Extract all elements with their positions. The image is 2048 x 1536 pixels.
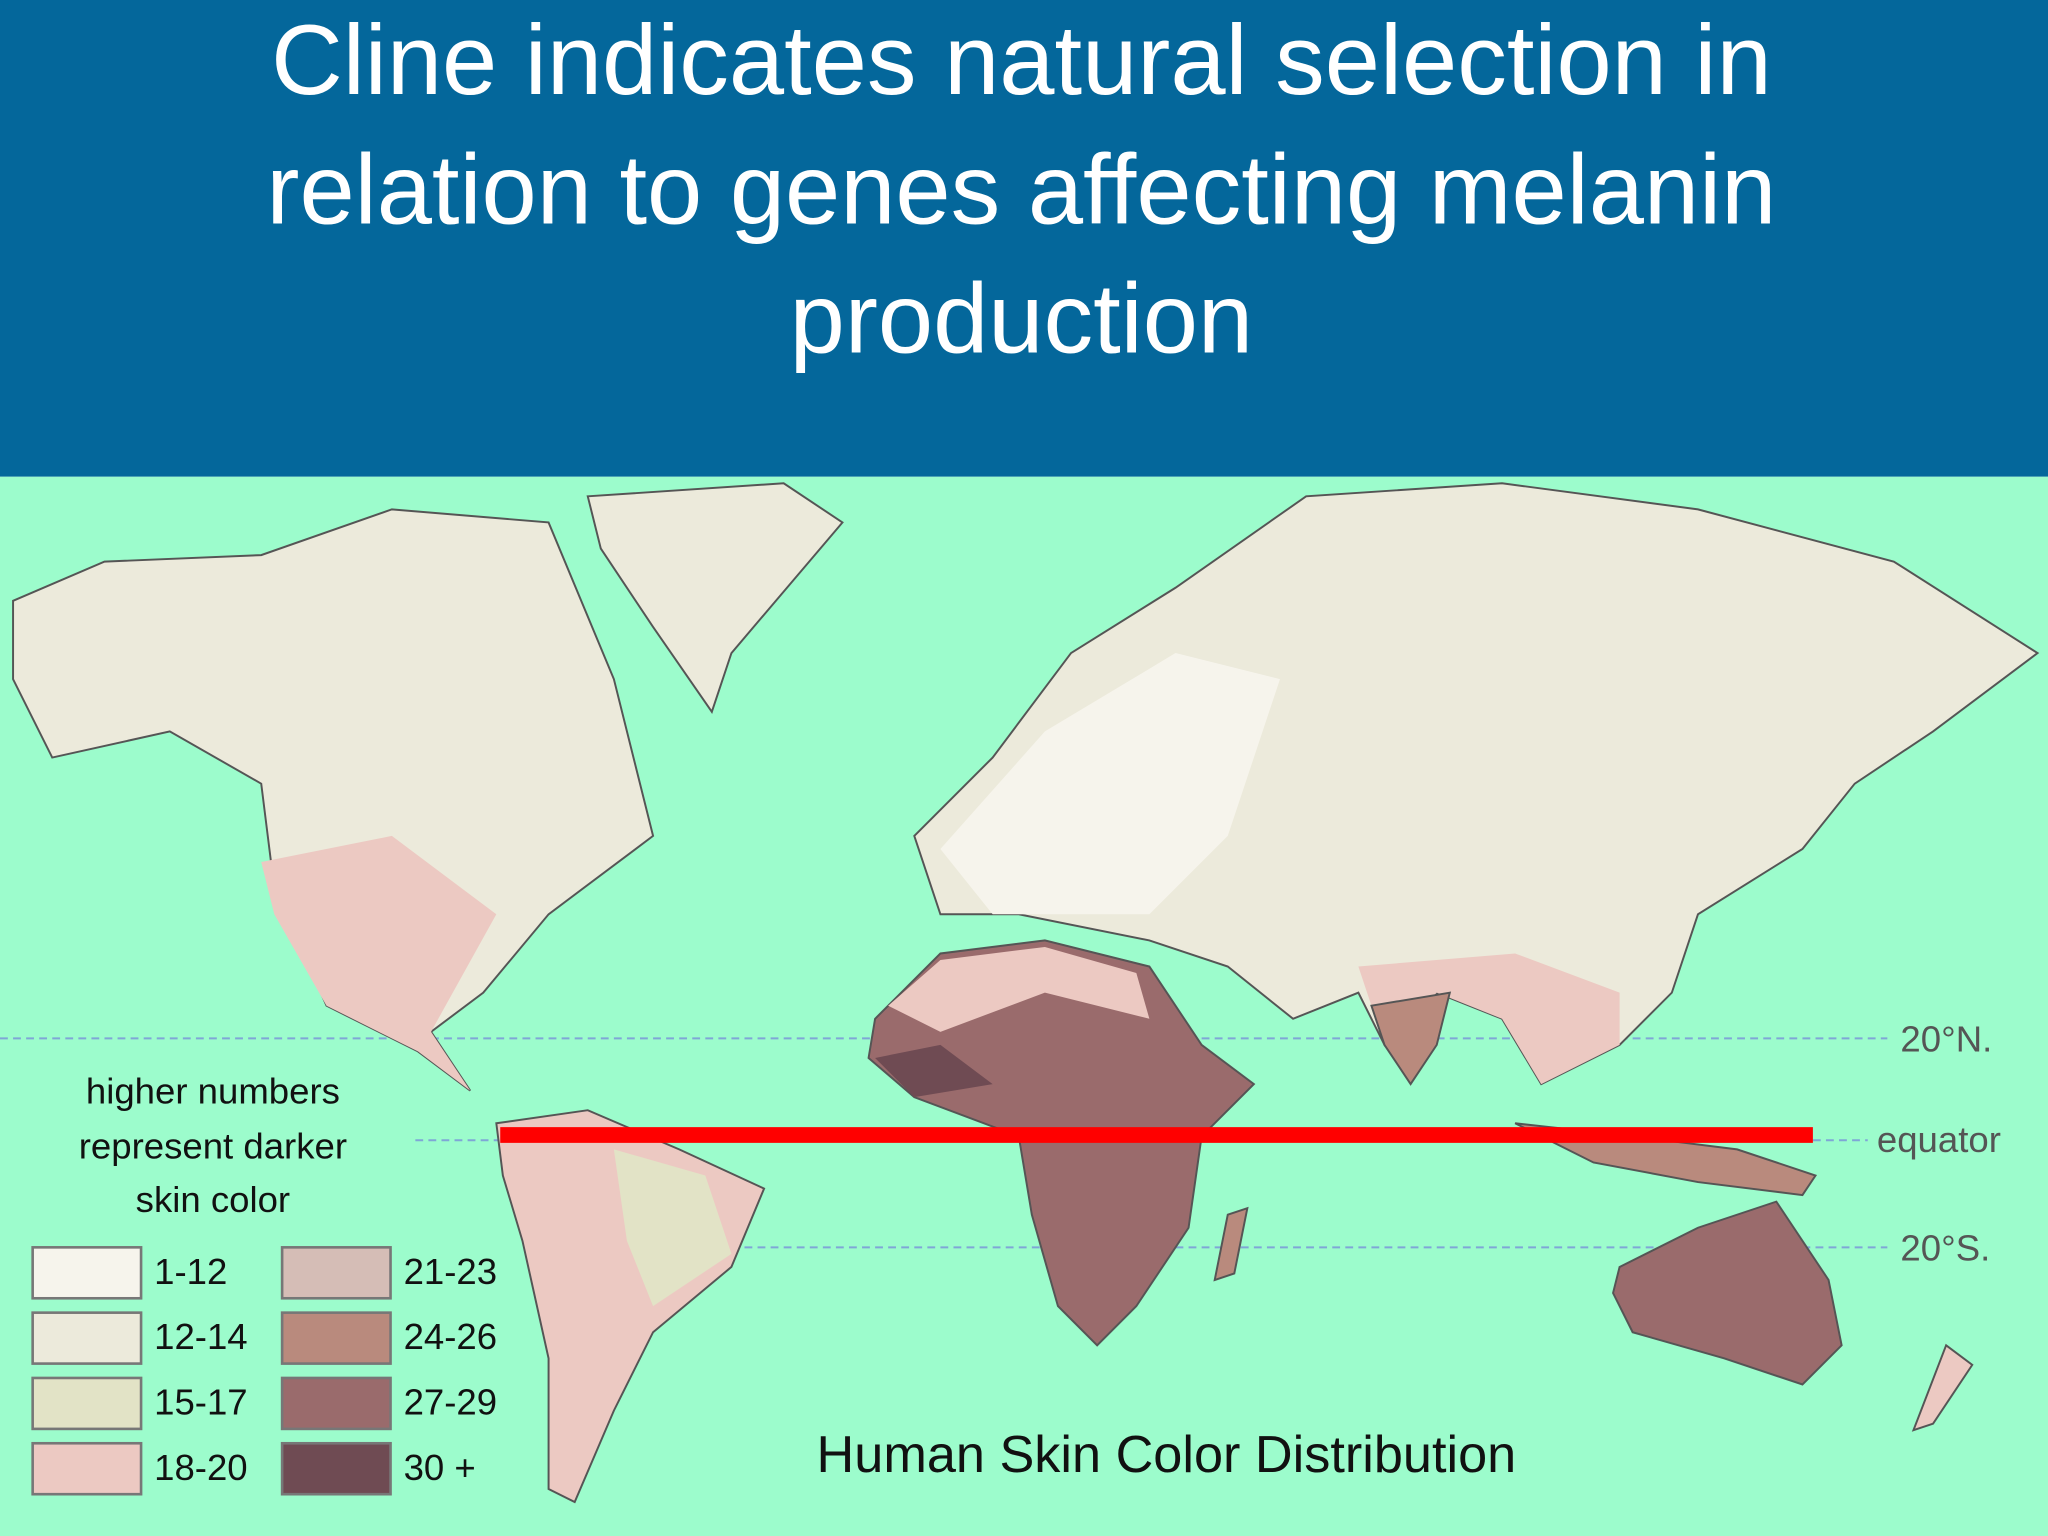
legend-label: 27-29: [404, 1382, 498, 1423]
legend-label: 21-23: [404, 1251, 498, 1292]
legend-swatch: [280, 1376, 392, 1431]
title-bar: [0, 0, 2048, 477]
greenland: [586, 482, 844, 715]
legend-swatch: [31, 1246, 143, 1300]
legend-note: represent darker: [79, 1126, 347, 1167]
legend-swatch: [280, 1441, 392, 1496]
region: [1358, 953, 1620, 1085]
latitude-label: 20°N.: [1900, 1018, 1992, 1059]
legend-swatch: [31, 1311, 143, 1365]
legend-swatch: [280, 1246, 392, 1300]
region: [888, 946, 1150, 1032]
title-line: relation to genes affecting melanin: [266, 134, 1776, 245]
legend-swatch: [31, 1376, 143, 1431]
region: [875, 1044, 993, 1098]
legend-label: 30 +: [404, 1447, 476, 1488]
legend-label: 24-26: [404, 1316, 498, 1357]
australia: [1612, 1200, 1843, 1386]
legend-note: higher numbers: [86, 1071, 340, 1112]
india: [1370, 991, 1452, 1086]
legend-swatch: [280, 1311, 392, 1365]
map: 20°N. equator 20°S. higher numbers repre…: [0, 476, 2048, 1536]
legend-note: skin color: [136, 1179, 290, 1220]
eurasia: [913, 482, 2040, 1086]
region: [613, 1149, 732, 1307]
region: [940, 653, 1280, 915]
latitude-label: 20°S.: [1900, 1227, 1990, 1268]
legend-label: 12-14: [154, 1316, 248, 1357]
legend: 1-12 12-14 15-17 18-20 21-23 24-26 27-29 30 +: [31, 1246, 498, 1496]
madagascar: [1213, 1206, 1249, 1282]
legend-label: 18-20: [154, 1447, 248, 1488]
legend-label: 1-12: [154, 1251, 227, 1292]
new-zealand: [1911, 1343, 1974, 1432]
title-line: production: [790, 264, 1254, 375]
latitude-label: equator: [1877, 1119, 2001, 1160]
title-line: Cline indicates natural selection in: [271, 5, 1772, 116]
legend-swatch: [31, 1441, 143, 1496]
region: [261, 835, 497, 1091]
map-title: Human Skin Color Distribution: [817, 1426, 1517, 1484]
legend-label: 15-17: [154, 1382, 248, 1423]
